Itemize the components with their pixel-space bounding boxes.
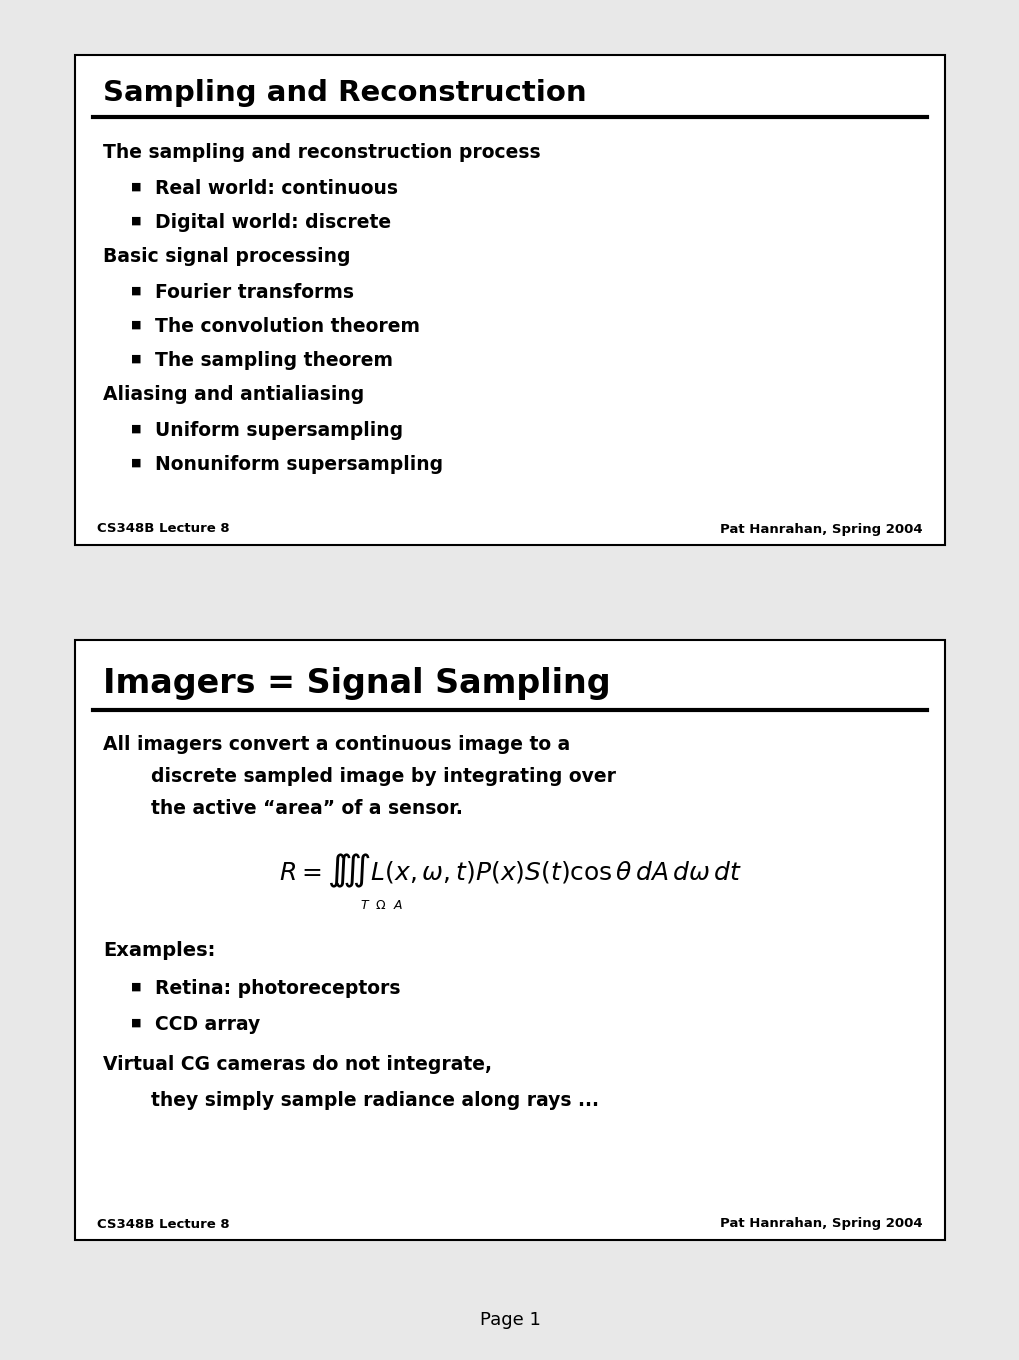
Text: ■: ■	[130, 320, 142, 330]
Text: The convolution theorem: The convolution theorem	[155, 317, 420, 336]
Text: $T\ \ \Omega\ \ A$: $T\ \ \Omega\ \ A$	[360, 899, 403, 913]
Text: CS348B Lecture 8: CS348B Lecture 8	[97, 1217, 229, 1231]
Text: ■: ■	[130, 424, 142, 434]
Text: ■: ■	[130, 286, 142, 296]
Text: Basic signal processing: Basic signal processing	[103, 248, 351, 267]
Text: discrete sampled image by integrating over: discrete sampled image by integrating ov…	[151, 767, 615, 786]
Text: Imagers = Signal Sampling: Imagers = Signal Sampling	[103, 668, 610, 700]
Text: Pat Hanrahan, Spring 2004: Pat Hanrahan, Spring 2004	[719, 522, 922, 536]
Text: Real world: continuous: Real world: continuous	[155, 180, 397, 199]
Text: Uniform supersampling: Uniform supersampling	[155, 422, 403, 441]
Text: Fourier transforms: Fourier transforms	[155, 283, 354, 302]
Text: Retina: photoreceptors: Retina: photoreceptors	[155, 979, 400, 998]
Text: Page 1: Page 1	[479, 1311, 540, 1329]
Text: ■: ■	[130, 1019, 142, 1028]
Text: Pat Hanrahan, Spring 2004: Pat Hanrahan, Spring 2004	[719, 1217, 922, 1231]
Text: The sampling and reconstruction process: The sampling and reconstruction process	[103, 143, 540, 162]
Text: ■: ■	[130, 982, 142, 991]
Bar	[75, 54, 944, 545]
Text: Sampling and Reconstruction: Sampling and Reconstruction	[103, 79, 586, 107]
Bar	[75, 641, 944, 1240]
Text: All imagers convert a continuous image to a: All imagers convert a continuous image t…	[103, 734, 570, 753]
Text: ■: ■	[130, 216, 142, 226]
Text: The sampling theorem: The sampling theorem	[155, 351, 392, 370]
Text: the active “area” of a sensor.: the active “area” of a sensor.	[151, 800, 463, 817]
Text: ■: ■	[130, 354, 142, 364]
Text: CCD array: CCD array	[155, 1015, 260, 1034]
Text: ■: ■	[130, 182, 142, 192]
Text: Nonuniform supersampling: Nonuniform supersampling	[155, 456, 442, 475]
Text: $R=\int\!\!\!\iiint L(x,\omega,t)P(x)S(t)\cos\theta\,dA\,d\omega\,dt$: $R=\int\!\!\!\iiint L(x,\omega,t)P(x)S(t…	[278, 851, 741, 889]
Text: Aliasing and antialiasing: Aliasing and antialiasing	[103, 385, 364, 404]
Text: they simply sample radiance along rays ...: they simply sample radiance along rays .…	[151, 1091, 598, 1110]
Text: Virtual CG cameras do not integrate,: Virtual CG cameras do not integrate,	[103, 1055, 491, 1074]
Text: CS348B Lecture 8: CS348B Lecture 8	[97, 522, 229, 536]
Text: Digital world: discrete: Digital world: discrete	[155, 214, 390, 233]
Text: Examples:: Examples:	[103, 941, 215, 960]
Text: ■: ■	[130, 458, 142, 468]
